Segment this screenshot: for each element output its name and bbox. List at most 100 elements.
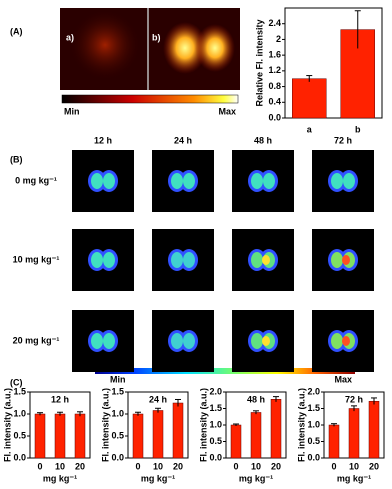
image-signal xyxy=(91,333,103,349)
image-signal xyxy=(91,173,103,189)
colorbar-min: Min xyxy=(110,374,126,384)
colorbar-max: Max xyxy=(334,374,352,384)
x-tick-label: 20 xyxy=(173,461,183,471)
image-signal xyxy=(251,252,263,268)
colorbar-min: Min xyxy=(64,106,80,116)
y-tick-label: 1.2 xyxy=(268,65,281,75)
panel-label: (B) xyxy=(10,154,23,164)
x-axis-label: mg kg⁻¹ xyxy=(239,473,273,483)
image-signal xyxy=(183,333,195,349)
bar xyxy=(270,399,282,459)
y-axis-label: Fl. intensity (a.u.) xyxy=(296,388,306,462)
y-tick-label: 1.5 xyxy=(111,386,124,396)
plot-frame xyxy=(284,7,383,119)
chart-title: 48 h xyxy=(247,394,265,404)
x-tick-label: 0 xyxy=(135,461,140,471)
bar xyxy=(74,413,86,459)
x-axis-label: mg kg⁻¹ xyxy=(141,473,175,483)
image-signal xyxy=(183,173,195,189)
y-tick-label: 1.0 xyxy=(307,419,320,429)
y-tick-label: 1.5 xyxy=(307,403,320,413)
y-tick-label: 1.5 xyxy=(13,386,26,396)
x-tick-label: 20 xyxy=(75,461,85,471)
y-tick-label: 1.5 xyxy=(209,403,222,413)
bar xyxy=(250,412,262,459)
y-axis-label: Relative Fl. intensity xyxy=(254,19,264,106)
y-axis-label: Fl. intensity (a.u.) xyxy=(198,388,208,462)
y-tick-label: 0.0 xyxy=(13,452,26,462)
x-axis-label: mg kg⁻¹ xyxy=(43,473,77,483)
x-tick-label: 20 xyxy=(271,461,281,471)
image-signal xyxy=(331,173,343,189)
y-tick-label: 0.0 xyxy=(268,112,281,122)
image-signal xyxy=(195,24,235,72)
image-label: a) xyxy=(66,32,74,42)
image-signal xyxy=(263,173,275,189)
image-signal xyxy=(103,252,115,268)
y-tick-label: 2.0 xyxy=(307,386,320,396)
bar xyxy=(152,410,164,459)
y-tick-label: 0.0 xyxy=(209,452,222,462)
x-tick-label: 20 xyxy=(369,461,379,471)
colorbar xyxy=(61,94,239,104)
y-tick-label: 0.5 xyxy=(13,430,26,440)
panel-label: (A) xyxy=(10,26,23,36)
bar xyxy=(348,408,360,459)
chart-title: 24 h xyxy=(149,394,167,404)
y-tick-label: 0.0 xyxy=(307,452,320,462)
y-tick-label: 0.5 xyxy=(111,430,124,440)
y-axis-label: Fl. intensity (a.u.) xyxy=(100,388,110,462)
bar xyxy=(292,78,327,119)
column-label: 12 h xyxy=(94,135,112,145)
column-label: 72 h xyxy=(334,135,352,145)
row-label: 10 mg kg⁻¹ xyxy=(13,254,60,264)
image-label: b) xyxy=(152,32,161,42)
column-label: 24 h xyxy=(174,135,192,145)
image-signal xyxy=(342,255,350,265)
image-signal xyxy=(262,336,270,346)
image-signal xyxy=(183,252,195,268)
y-tick-label: 0.8 xyxy=(268,81,281,91)
bar xyxy=(368,400,380,459)
x-tick-label: a xyxy=(307,124,313,134)
bar xyxy=(172,402,184,459)
y-tick-label: 1.0 xyxy=(13,408,26,418)
chart-title: 72 h xyxy=(345,394,363,404)
image-signal xyxy=(171,252,183,268)
x-axis-label: mg kg⁻¹ xyxy=(337,473,371,483)
image-signal xyxy=(262,255,270,265)
image-signal xyxy=(331,252,343,268)
y-tick-label: 0.0 xyxy=(111,452,124,462)
image-signal xyxy=(70,10,140,80)
y-tick-label: 0.4 xyxy=(268,97,281,107)
bar xyxy=(132,413,144,459)
chart-title: 12 h xyxy=(51,394,69,404)
panel-label: (C) xyxy=(10,377,23,387)
image-signal xyxy=(342,336,350,346)
y-tick-label: 1.0 xyxy=(111,408,124,418)
column-label: 48 h xyxy=(254,135,272,145)
colorbar-max: Max xyxy=(218,106,236,116)
x-tick-label: 10 xyxy=(55,461,65,471)
row-label: 0 mg kg⁻¹ xyxy=(15,175,57,185)
x-tick-label: 0 xyxy=(37,461,42,471)
image-signal xyxy=(251,173,263,189)
row-label: 20 mg kg⁻¹ xyxy=(13,335,60,345)
image-signal xyxy=(171,173,183,189)
x-tick-label: 10 xyxy=(251,461,261,471)
y-tick-label: 2.0 xyxy=(209,386,222,396)
image-signal xyxy=(171,333,183,349)
y-tick-label: 0.5 xyxy=(307,436,320,446)
image-signal xyxy=(103,173,115,189)
y-tick-label: 2 xyxy=(276,34,281,44)
y-tick-label: 1.6 xyxy=(268,50,281,60)
image-signal xyxy=(163,22,207,74)
colorbar xyxy=(95,368,355,374)
y-axis-label: Fl. intensity (a.u.) xyxy=(2,388,12,462)
bar xyxy=(54,413,66,459)
bar xyxy=(34,413,46,459)
image-signal xyxy=(251,333,263,349)
image-signal xyxy=(331,333,343,349)
image-signal xyxy=(103,333,115,349)
